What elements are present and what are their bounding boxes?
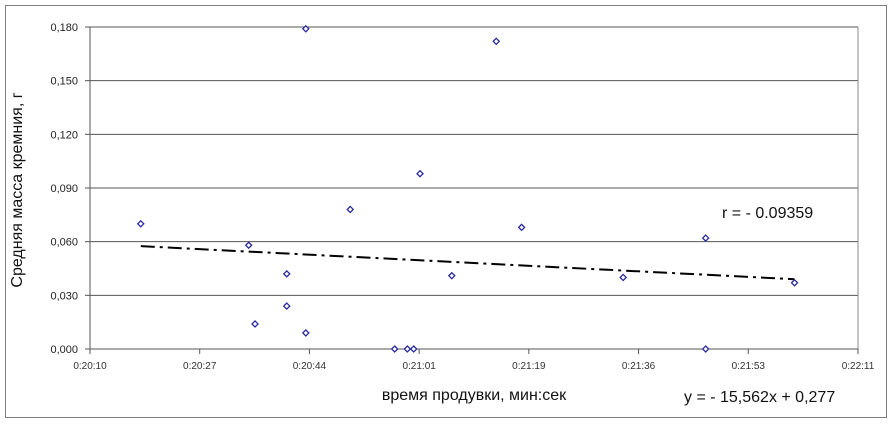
- r-annotation: r = - 0.09359: [722, 205, 813, 222]
- y-tick-label: 0,180: [50, 22, 78, 34]
- y-tick-label: 0,030: [50, 290, 78, 302]
- data-point: [390, 345, 399, 353]
- data-point: [282, 302, 291, 310]
- data-point: [447, 271, 456, 280]
- y-tick-label: 0,000: [50, 344, 78, 356]
- data-point: [701, 234, 710, 243]
- y-tick-label: 0,120: [50, 129, 78, 141]
- data-point: [790, 278, 799, 287]
- x-axis-label: время продувки, мин:сек: [382, 387, 567, 404]
- x-tick-label: 0:20:10: [73, 361, 107, 372]
- y-tick-label: 0,090: [50, 183, 78, 195]
- equation-annotation: y = - 15,562x + 0,277: [684, 389, 835, 406]
- data-point: [136, 219, 145, 228]
- y-tick-label: 0,150: [50, 76, 78, 88]
- data-point: [701, 345, 710, 353]
- x-tick-label: 0:22:11: [842, 361, 875, 372]
- x-tick-label: 0:21:53: [732, 361, 766, 372]
- x-tick-label: 0:21:36: [622, 361, 656, 372]
- data-point: [346, 205, 355, 214]
- chart-frame: [5, 5, 887, 418]
- x-tick-label: 0:21:01: [402, 361, 436, 372]
- data-point: [251, 320, 259, 328]
- data-point: [517, 223, 526, 232]
- data-point: [409, 345, 418, 353]
- data-point: [282, 269, 291, 278]
- data-point: [301, 328, 310, 337]
- x-tick-label: 0:20:27: [183, 361, 217, 372]
- x-tick-label: 0:20:44: [293, 361, 327, 372]
- x-tick-label: 0:21:19: [512, 361, 546, 372]
- data-point: [244, 241, 253, 250]
- y-tick-label: 0,060: [50, 237, 78, 249]
- data-point: [403, 345, 412, 353]
- data-point: [301, 24, 310, 33]
- data-point: [619, 273, 628, 282]
- trendline: [140, 245, 795, 281]
- data-point: [416, 169, 424, 178]
- data-point: [492, 37, 501, 46]
- y-axis-label: Средняя масса кремния, г: [9, 92, 26, 287]
